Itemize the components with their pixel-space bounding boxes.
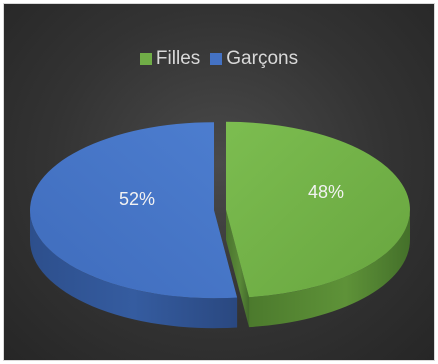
legend-item-filles: Filles [139, 48, 201, 70]
legend: Filles Garçons [4, 48, 434, 70]
legend-swatch-garcons [210, 53, 223, 65]
data-label-garcons: 52% [119, 189, 155, 209]
legend-label-garcons: Garçons [226, 48, 299, 69]
pie-slice-filles [225, 121, 410, 298]
legend-swatch-filles [139, 53, 152, 65]
pie-chart: 48% 52% [30, 121, 410, 329]
pie-side-garcons [30, 210, 238, 329]
chart-area: Filles Garçons [3, 3, 435, 361]
pie-side-filles [249, 209, 410, 328]
legend-item-garcons: Garçons [210, 48, 298, 70]
legend-label-filles: Filles [155, 48, 201, 69]
pie-edge-filles-1 [225, 209, 250, 328]
pie-slice-garcons [30, 122, 238, 299]
data-label-filles: 48% [308, 182, 344, 202]
